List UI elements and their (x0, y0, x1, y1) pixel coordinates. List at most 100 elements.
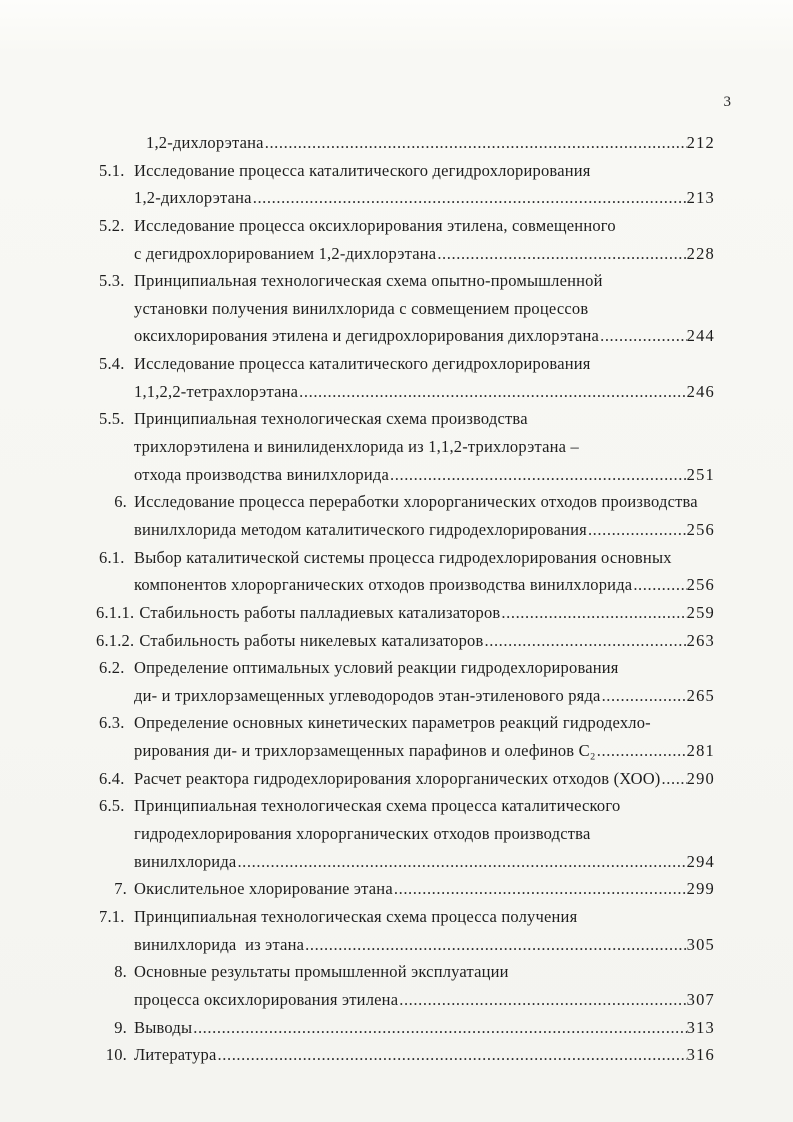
toc-entry-text: Принципиальная технологическая схема опы… (134, 271, 603, 291)
dot-leader (633, 575, 686, 595)
toc-entry-text: Исследование процесса каталитического де… (134, 160, 591, 180)
toc-page-number: 256 (686, 575, 715, 595)
dot-leader (253, 188, 687, 208)
toc-entry-text: Исследование процесса переработки хлорор… (134, 492, 698, 512)
toc-entry-number: 6.1. (99, 547, 125, 567)
toc-entry-number: 5.5. (99, 409, 125, 429)
dot-leader (218, 1045, 687, 1065)
toc-entry-text: трихлорэтилена и винилиденхлорида из 1,1… (134, 437, 579, 457)
toc-entry-number: 6.4. (99, 768, 125, 788)
dot-leader (193, 1018, 686, 1038)
dot-leader (265, 133, 687, 153)
toc-entry-text: ди- и трихлорзамещенных углеводородов эт… (134, 685, 601, 705)
toc-line: трихлорэтилена и винилиденхлорида из 1,1… (97, 437, 715, 465)
toc-line: 1,2-дихлорэтана 213 (97, 188, 715, 216)
toc-line: оксихлорирования этилена и дегидрохлорир… (97, 326, 715, 354)
toc-line: 6.3. Определение основных кинетических па… (97, 713, 715, 741)
dot-leader (437, 244, 686, 264)
toc-entry-text: винилхлорида из этана (134, 934, 305, 954)
toc-line: 5.3. Принципиальная технологическая схема… (97, 271, 715, 299)
toc-entry-text: Определение оптимальных условий реакции … (134, 658, 619, 678)
toc-entry-text: Определение основных кинетических параме… (134, 713, 651, 733)
toc-line: 9. Выводы 313 (97, 1018, 715, 1046)
toc-line: 6. Исследование процесса переработки хлор… (97, 492, 715, 520)
toc-page-number: 299 (686, 879, 715, 899)
toc-line: 1,1,2,2-тетрахлорэтана 246 (97, 382, 715, 410)
toc-entry-number: 6. (114, 492, 127, 512)
toc-page-number: 313 (686, 1017, 715, 1037)
dot-leader (299, 382, 686, 402)
toc-page-number: 212 (686, 133, 715, 152)
toc-line: ди- и трихлорзамещенных углеводородов эт… (97, 686, 715, 714)
toc-entry-text: Исследование процесса оксихлорирования э… (134, 215, 616, 235)
dot-leader (501, 603, 686, 623)
toc-entry-text: отхода производства винилхлорида (134, 464, 390, 484)
dot-leader (485, 631, 687, 651)
dot-leader (588, 520, 687, 540)
toc-line: установки получения винилхлорида с совме… (97, 299, 715, 327)
dot-leader (600, 326, 687, 346)
toc-entry-number: 6.5. (99, 796, 125, 816)
toc-line: процесса оксихлорирования этилена 307 (97, 990, 715, 1018)
toc-page-number: 228 (686, 243, 715, 263)
page-number-header: 3 (723, 94, 732, 110)
dot-leader (305, 935, 686, 955)
table-of-contents: 1,2-дихлорэтана 212 5.1. Исследование проце… (96, 133, 715, 1073)
toc-entry-text: компонентов хлорорганических отходов про… (134, 575, 633, 595)
toc-line: винилхлорида из этана 305 (97, 935, 715, 963)
toc-line: 8. Основные результаты промышленной экспл… (97, 962, 715, 990)
dot-leader (394, 879, 687, 899)
toc-entry-text: Выводы (134, 1017, 193, 1037)
dot-leader (399, 990, 686, 1010)
toc-line: 5.4. Исследование процесса каталитическог… (97, 354, 715, 382)
toc-entry-text: Принципиальная технологическая схема про… (134, 796, 621, 816)
toc-line: компонентов хлорорганических отходов про… (97, 575, 715, 603)
toc-entry-number: 9. (114, 1017, 127, 1037)
toc-entry-number: 6.1.1. (96, 602, 135, 622)
dot-leader (662, 769, 687, 789)
toc-entry-number: 5.2. (99, 215, 125, 235)
toc-page-number: 213 (686, 188, 715, 208)
toc-page-number: 251 (686, 464, 715, 484)
toc-page-number: 259 (686, 602, 715, 622)
toc-entry-text: Литература (134, 1045, 217, 1065)
toc-entry-text: Стабильность работы палладиевых катализа… (139, 602, 501, 622)
toc-entry-text: процесса оксихлорирования этилена (134, 989, 399, 1009)
toc-page-number: 263 (686, 630, 715, 650)
toc-line: 6.5. Принципиальная технологическая схема… (97, 796, 715, 824)
toc-line: 5.5. Принципиальная технологическая схема… (97, 409, 715, 437)
toc-entry-text: 1,2-дихлорэтана (146, 133, 264, 152)
toc-entry-number: 8. (114, 962, 127, 982)
toc-line: 7.1. Принципиальная технологическая схема… (97, 907, 715, 935)
dot-leader (390, 465, 687, 485)
toc-page-number: 305 (686, 934, 715, 954)
toc-entry-number: 5.4. (99, 354, 125, 374)
toc-page-number: 281 (686, 741, 715, 761)
toc-entry-text: Исследование процесса каталитического де… (134, 354, 591, 374)
toc-line: рирования ди- и трихлорзамещенных парафи… (97, 741, 715, 769)
toc-entry-number: 5.1. (99, 160, 125, 180)
toc-entry-text: Основные результаты промышленной эксплуа… (134, 962, 509, 982)
toc-entry-number: 7.1. (99, 906, 125, 926)
toc-line: 6.1. Выбор каталитической системы процесс… (97, 548, 715, 576)
toc-entry-text: оксихлорирования этилена и дегидрохлорир… (134, 326, 600, 346)
toc-line: винилхлорида методом каталитического гид… (97, 520, 715, 548)
dot-leader (597, 741, 687, 761)
toc-line: отхода производства винилхлорида 251 (97, 465, 715, 493)
toc-entry-text: винилхлорида методом каталитического гид… (134, 519, 587, 539)
toc-page-number: 307 (686, 989, 715, 1009)
toc-entry-text: Стабильность работы никелевых катализато… (139, 630, 484, 650)
toc-entry-text: 1,1,2,2-тетрахлорэтана (134, 381, 299, 401)
toc-entry-number: 7. (114, 879, 127, 899)
toc-line: 6.1.1. Стабильность работы палладиевых ка… (96, 602, 715, 631)
toc-entry-text: Принципиальная технологическая схема про… (134, 409, 528, 429)
dot-leader (237, 852, 686, 872)
toc-line: 6.4. Расчет реактора гидродехлорирования … (97, 769, 715, 797)
toc-entry-text: Окислительное хлорирование этана (134, 879, 393, 899)
dot-leader (602, 686, 687, 706)
toc-entry-number: 6.2. (99, 658, 125, 678)
toc-entry-text: Расчет реактора гидродехлорирования хлор… (134, 768, 661, 788)
toc-entry-text: Принципиальная технологическая схема про… (134, 906, 578, 926)
toc-page-number: 246 (686, 381, 715, 401)
